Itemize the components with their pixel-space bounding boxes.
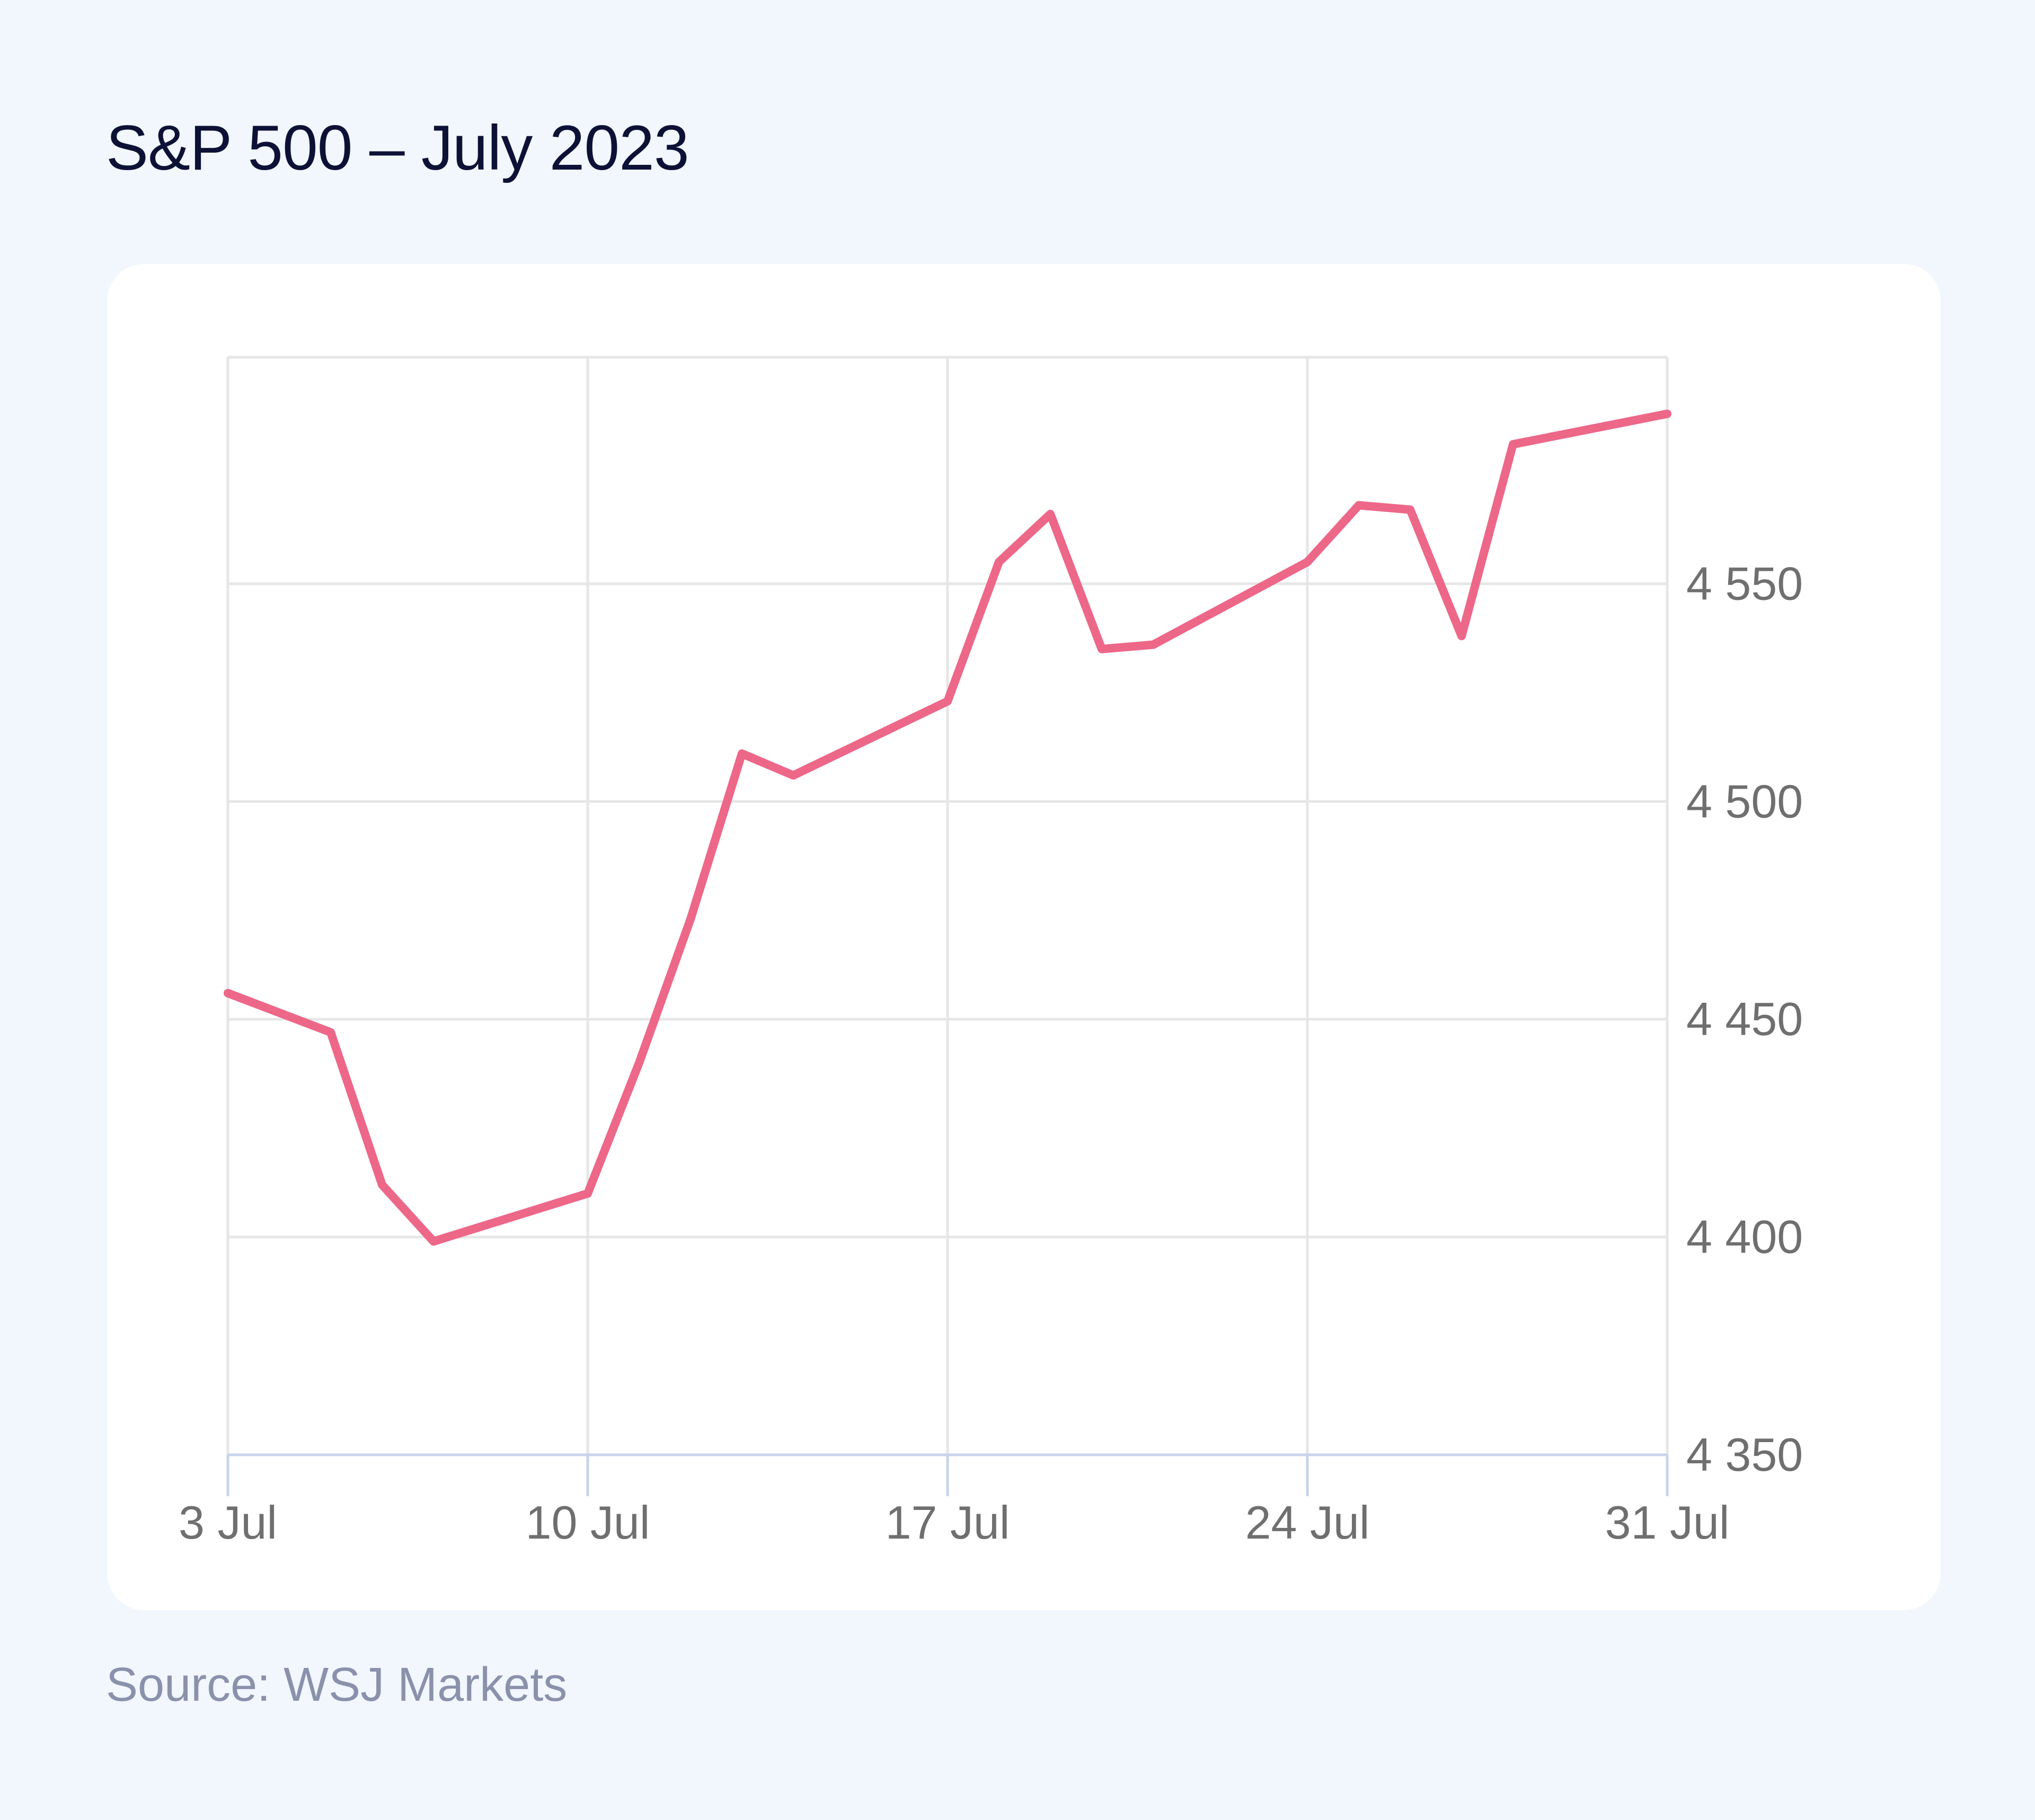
chart-card: 4 350 4 400 4 450 4 500 4 550 3 Jul 10 Jul 17 J… — [107, 264, 1941, 1610]
x-tick-label: 24 Jul — [1245, 1496, 1370, 1549]
x-tick-label: 31 Jul — [1605, 1496, 1730, 1549]
y-tick-label: 4 550 — [1686, 557, 1803, 609]
y-tick-label: 4 350 — [1686, 1428, 1803, 1481]
chart-title: S&P 500 – July 2023 — [106, 112, 689, 183]
y-tick-label: 4 400 — [1686, 1211, 1803, 1263]
x-tick-label: 17 Jul — [886, 1496, 1010, 1549]
x-tick-label: 10 Jul — [526, 1496, 650, 1549]
y-tick-label: 4 450 — [1686, 993, 1803, 1045]
x-tick-label: 3 Jul — [179, 1496, 277, 1549]
y-tick-label: 4 500 — [1686, 775, 1803, 827]
line-chart: 4 350 4 400 4 450 4 500 4 550 3 Jul 10 Jul 17 J… — [179, 356, 1803, 1549]
series-line — [224, 409, 1671, 1246]
source-note: Source: WSJ Markets — [106, 1658, 568, 1711]
